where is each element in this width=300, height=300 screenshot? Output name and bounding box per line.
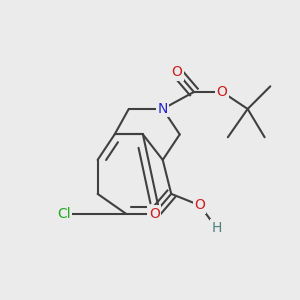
Text: H: H <box>211 221 222 235</box>
Text: N: N <box>158 102 168 116</box>
Text: O: O <box>217 85 228 99</box>
Text: O: O <box>194 198 205 212</box>
Text: Cl: Cl <box>57 207 70 221</box>
Text: O: O <box>172 65 182 79</box>
Text: O: O <box>149 207 160 221</box>
